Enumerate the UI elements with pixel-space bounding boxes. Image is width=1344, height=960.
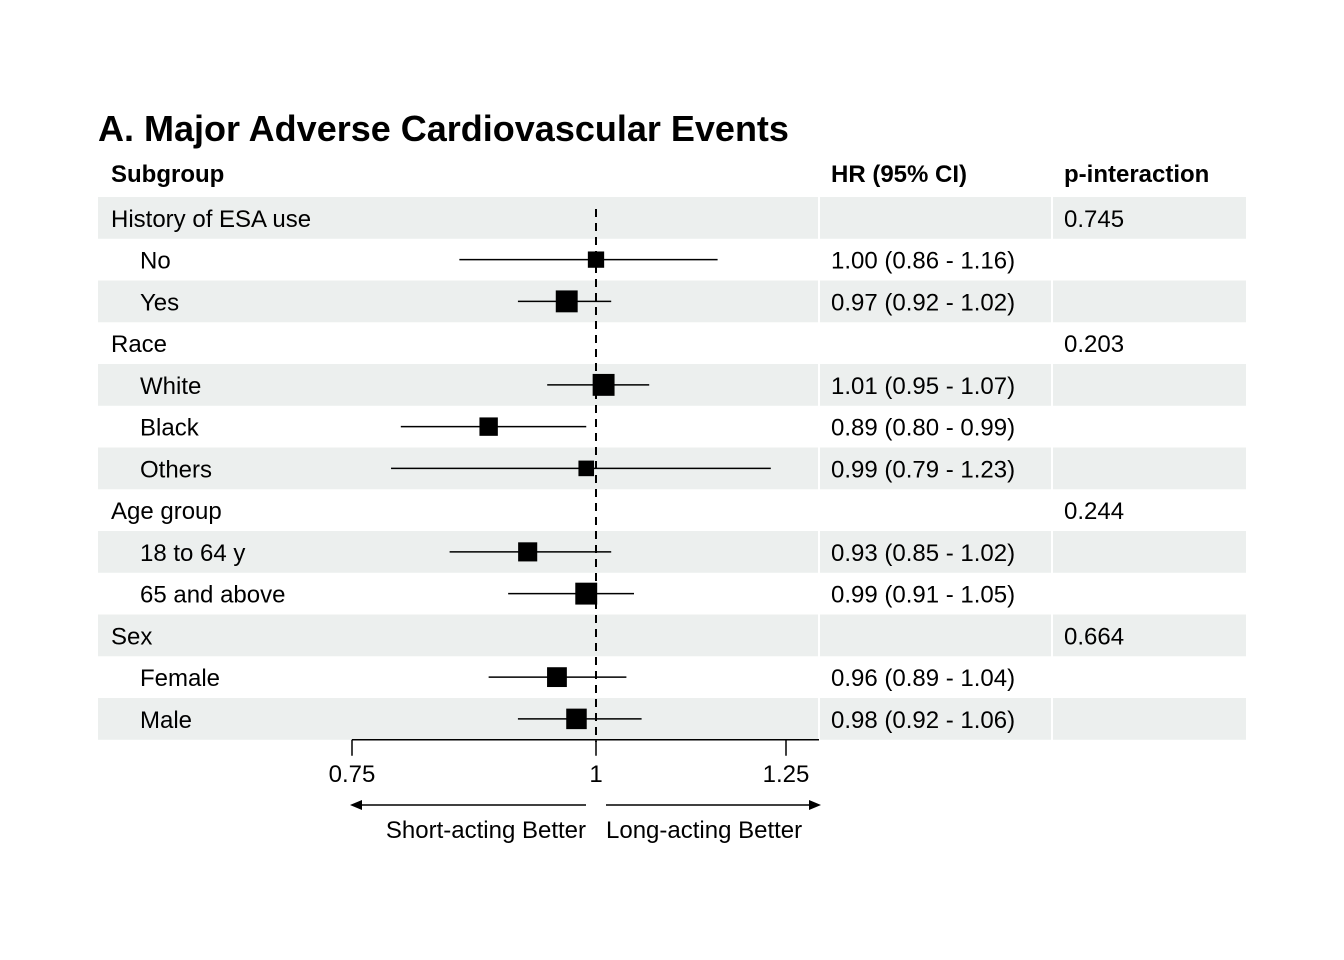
subgroup-label: White [140, 373, 201, 400]
subgroup-label: Others [140, 456, 212, 483]
row-stripe [98, 614, 818, 657]
hr-marker [479, 417, 498, 436]
subgroup-label: Yes [140, 289, 179, 316]
subgroup-label: No [140, 248, 171, 275]
row-stripe [1053, 614, 1246, 657]
hr-marker [547, 667, 567, 688]
row-stripe [820, 364, 1051, 406]
long-acting-better-label: Long-acting Better [606, 817, 802, 844]
row-stripe [820, 698, 1051, 740]
row-stripe [1053, 197, 1246, 239]
x-tick-label: 0.75 [329, 761, 376, 788]
hr-marker [587, 251, 605, 268]
row-stripe [98, 280, 818, 323]
row-stripe [98, 364, 818, 406]
p-interaction-value: 0.745 [1064, 206, 1124, 233]
short-acting-better-label: Short-acting Better [386, 817, 586, 844]
subgroup-header-label: History of ESA use [111, 206, 311, 233]
row-stripe [820, 614, 1051, 657]
x-tick-label: 1 [589, 761, 602, 788]
p-interaction-value: 0.203 [1064, 331, 1124, 358]
row-stripe [98, 197, 818, 239]
hr-column-header: HR (95% CI) [831, 161, 967, 188]
right-arrow-head [809, 800, 821, 810]
x-tick-label: 1.25 [763, 761, 810, 788]
subgroup-header-label: Sex [111, 623, 152, 650]
hr-ci-value: 1.00 (0.86 - 1.16) [831, 248, 1015, 275]
subgroup-label: Male [140, 707, 192, 734]
subgroup-label: Black [140, 415, 200, 442]
hr-marker [566, 708, 587, 730]
hr-ci-value: 0.89 (0.80 - 0.99) [831, 415, 1015, 442]
hr-marker [555, 290, 578, 313]
subgroup-label: 18 to 64 y [140, 540, 245, 567]
row-stripe [1053, 280, 1246, 323]
chart-title: A. Major Adverse Cardiovascular Events [98, 108, 789, 149]
row-stripe [1053, 531, 1246, 573]
row-stripe [820, 531, 1051, 573]
subgroup-label: 65 and above [140, 582, 285, 609]
row-stripe [1053, 698, 1246, 740]
p-interaction-value: 0.664 [1064, 623, 1124, 650]
p-interaction-value: 0.244 [1064, 498, 1124, 525]
direction-labels: Short-acting Better Long-acting Better [350, 800, 821, 844]
left-arrow-head [350, 800, 362, 810]
hr-ci-value: 1.01 (0.95 - 1.07) [831, 373, 1015, 400]
hr-ci-value: 0.99 (0.91 - 1.05) [831, 582, 1015, 609]
p-interaction-column-header: p-interaction [1064, 161, 1209, 188]
hr-ci-value: 0.97 (0.92 - 1.02) [831, 289, 1015, 316]
row-stripe [820, 280, 1051, 323]
hr-marker [578, 460, 595, 477]
subgroup-header-label: Age group [111, 498, 222, 525]
row-stripe [1053, 364, 1246, 406]
subgroup-column-header: Subgroup [111, 161, 224, 188]
hr-ci-value: 0.98 (0.92 - 1.06) [831, 707, 1015, 734]
row-stripe [820, 197, 1051, 239]
subgroup-label: Female [140, 665, 220, 692]
hr-ci-value: 0.96 (0.89 - 1.04) [831, 665, 1015, 692]
hr-ci-value: 0.99 (0.79 - 1.23) [831, 456, 1015, 483]
hr-ci-value: 0.93 (0.85 - 1.02) [831, 540, 1015, 567]
hr-marker [518, 542, 538, 562]
hr-marker [575, 582, 598, 605]
x-axis: 0.75 1 1.25 [329, 739, 819, 788]
subgroup-header-label: Race [111, 331, 167, 358]
row-stripes [98, 197, 1246, 740]
forest-rows: History of ESA use 0.745 No 1.00 (0.86 - 1.… [111, 206, 1124, 734]
row-stripe [820, 447, 1051, 490]
row-stripe [98, 698, 818, 740]
row-stripe [1053, 447, 1246, 490]
hr-marker [592, 373, 615, 396]
